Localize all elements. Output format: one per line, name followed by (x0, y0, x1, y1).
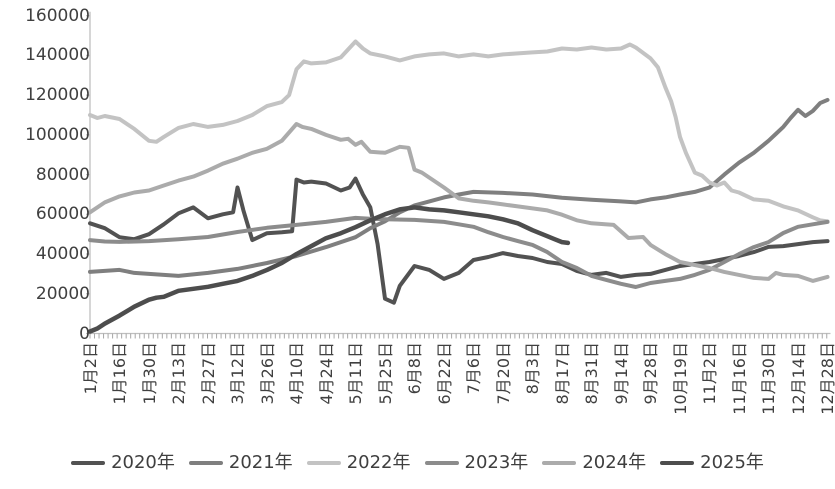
legend-label: 2021年 (228, 452, 293, 473)
legend-label: 2020年 (111, 452, 175, 473)
x-axis-tick-label: 6月22日 (434, 342, 454, 405)
x-axis-tick-label: 9月28日 (641, 342, 660, 405)
x-axis-tick-label: 8月31日 (582, 342, 601, 405)
legend-item: 2021年 (188, 452, 293, 474)
legend-line-swatch (660, 461, 695, 465)
legend-label: 2024年 (582, 452, 647, 473)
series-line-2024年 (88, 122, 830, 283)
legend-item: 2022年 (306, 452, 411, 474)
x-axis-tick-label: 10月19日 (670, 342, 690, 415)
legend-item: 2020年 (71, 452, 175, 474)
x-axis-tick-label: 7月20日 (493, 342, 513, 405)
x-axis-tick-label: 8月3日 (523, 342, 542, 395)
legend-item: 2024年 (542, 452, 646, 474)
x-axis-tick-label: 12月28日 (818, 342, 835, 415)
x-axis-tick-label: 9月14日 (611, 342, 631, 405)
x-axis-tick-label: 4月24日 (316, 342, 336, 405)
y-axis-tick-label: 0 (79, 323, 90, 344)
x-axis-tick-label: 7月6日 (464, 342, 483, 395)
series-line-2025年 (87, 205, 571, 334)
series-line-2022年 (88, 39, 830, 224)
y-axis-tick-label: 40000 (35, 244, 90, 265)
x-axis-tick-label: 3月12日 (228, 342, 247, 405)
legend-label: 2025年 (700, 452, 764, 473)
series-line-2021年 (88, 97, 830, 278)
legend-label: 2022年 (346, 452, 411, 473)
y-axis-tick-label: 140000 (25, 45, 90, 66)
x-axis-tick-label: 6月8日 (405, 342, 424, 395)
x-axis-tick-label: 2月27日 (198, 342, 218, 405)
x-axis-tick-label: 1月30日 (139, 342, 159, 405)
legend-item: 2025年 (660, 452, 764, 474)
y-axis-tick-label: 160000 (25, 5, 90, 26)
x-axis-tick-label: 1月16日 (110, 342, 129, 405)
x-axis-tick-label: 11月30日 (759, 342, 778, 415)
y-axis-tick-label: 20000 (35, 283, 90, 304)
x-axis-tick-label: 3月26日 (257, 342, 277, 405)
legend-label: 2023年 (464, 452, 529, 473)
x-axis-tick-label: 1月2日 (80, 342, 100, 395)
x-axis-tick-label: 2月13日 (169, 342, 188, 405)
x-axis-tick-label: 4月10日 (287, 342, 306, 405)
series-line-2020年 (88, 176, 830, 305)
legend-line-swatch (424, 461, 459, 465)
chart-legend: 2020年 2021年 2022年 2023年 2024年 2025年 (0, 452, 835, 474)
legend-line-swatch (71, 461, 106, 465)
series-line-2023年 (88, 215, 830, 289)
x-axis-tick-label: 12月14日 (788, 342, 808, 415)
y-axis-tick-label: 120000 (25, 85, 90, 106)
y-axis-tick-label: 80000 (35, 164, 90, 185)
x-axis-tick-label: 5月25日 (375, 342, 395, 405)
y-axis-tick-label: 100000 (25, 124, 90, 145)
x-axis-tick-label: 11月2日 (700, 342, 719, 405)
legend-line-swatch (188, 461, 223, 465)
y-axis-tick-label: 60000 (35, 204, 90, 225)
legend-line-swatch (306, 461, 341, 465)
x-axis-tick-label: 5月11日 (346, 342, 365, 405)
x-axis-tick-label: 8月17日 (552, 342, 572, 405)
x-axis-tick-label: 11月16日 (729, 342, 749, 415)
legend-item: 2023年 (424, 452, 529, 474)
legend-line-swatch (542, 461, 577, 465)
